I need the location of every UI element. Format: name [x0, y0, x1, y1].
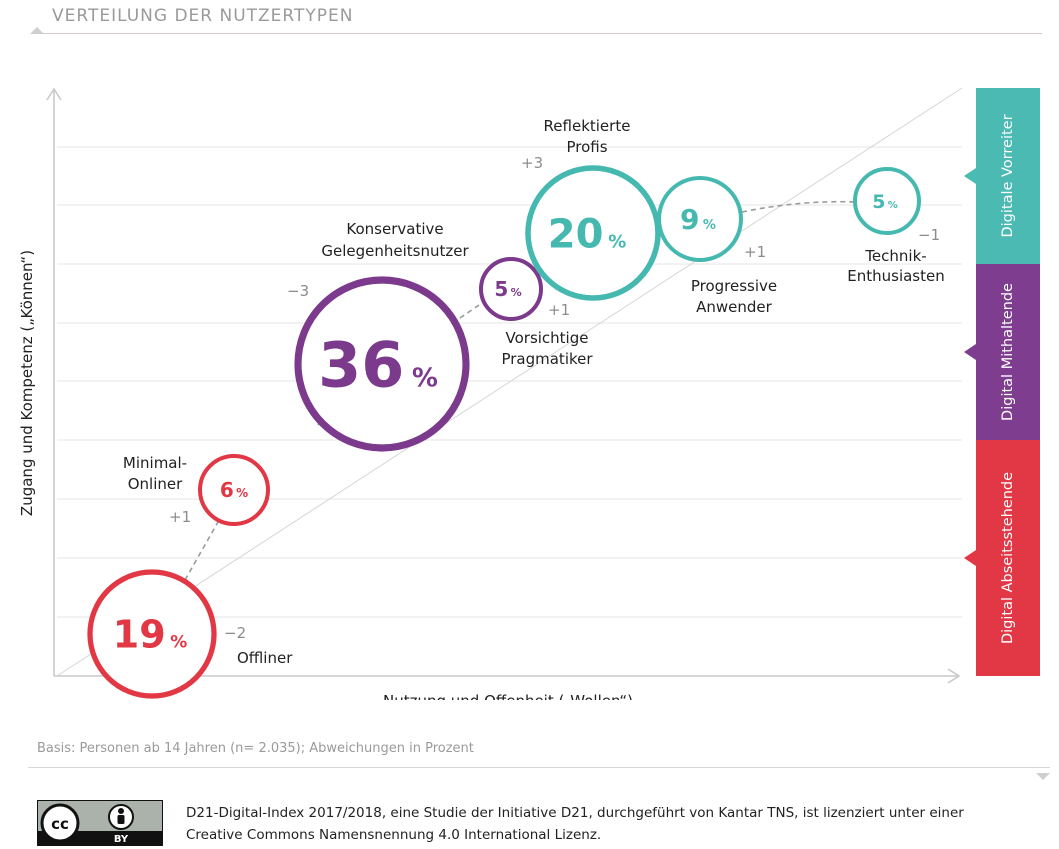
bubble-change: +1 [744, 243, 766, 261]
bubble-label: Konservative [346, 220, 443, 238]
y-axis-label: Zugang und Kompetenz („Können“) [18, 250, 36, 516]
bubble-change: +3 [521, 154, 543, 172]
cc-by-license-badge[interactable]: cc BY [37, 800, 163, 846]
bubble-label: Pragmatiker [501, 350, 593, 368]
x-axis-label: Nutzung und Offenheit („Wollen“) [383, 692, 633, 700]
user-type-chart: Nutzung und Offenheit („Wollen“) Zugang u… [0, 0, 1059, 700]
group-label-digital-mithaltende: Digital Mithaltende [1000, 283, 1016, 421]
bubble-change: −1 [918, 226, 940, 244]
license-text: D21-Digital-Index 2017/2018, eine Studie… [186, 802, 986, 846]
bubble-label: Gelegenheitsnutzer [321, 242, 469, 260]
group-pointer-icon [964, 550, 976, 566]
footer-divider [28, 767, 1050, 768]
bubble-change: +1 [548, 301, 570, 319]
group-bar-digital-abseitsstehende: Digital Abseitsstehende [976, 440, 1040, 676]
bubble-2 [200, 456, 268, 524]
group-label-digital-abseitsstehende: Digital Abseitsstehende [1000, 472, 1016, 644]
group-pointer-icon [964, 344, 976, 360]
bubble-6 [659, 178, 741, 260]
badge-cc-text: cc [51, 815, 69, 833]
bubble-label: Technik- [864, 247, 926, 265]
bubble-change: −2 [224, 624, 246, 642]
expand-down-icon[interactable] [1036, 773, 1050, 780]
group-label-digitale-vorreiter: Digitale Vorreiter [1000, 114, 1016, 237]
bubble-label: Offliner [237, 649, 293, 667]
bubble-label: Onliner [128, 475, 183, 493]
bubble-label: Profis [566, 138, 607, 156]
bubble-change: +1 [169, 508, 191, 526]
group-bar-digitale-vorreiter: Digitale Vorreiter [976, 88, 1040, 264]
bubble-change: −3 [287, 282, 309, 300]
basis-note: Basis: Personen ab 14 Jahren (n= 2.035);… [37, 741, 474, 756]
bubble-label: Reflektierte [544, 117, 631, 135]
bubble-label: Anwender [696, 298, 773, 316]
bubble-label: Minimal- [123, 454, 187, 472]
group-pointer-icon [964, 168, 976, 184]
badge-by-text: BY [114, 834, 129, 845]
bubble-label: Vorsichtige [506, 329, 589, 347]
bubble-label: Progressive [691, 277, 777, 295]
bubble-label: Enthusiasten [847, 267, 945, 285]
group-bar-digital-mithaltende: Digital Mithaltende [976, 264, 1040, 440]
